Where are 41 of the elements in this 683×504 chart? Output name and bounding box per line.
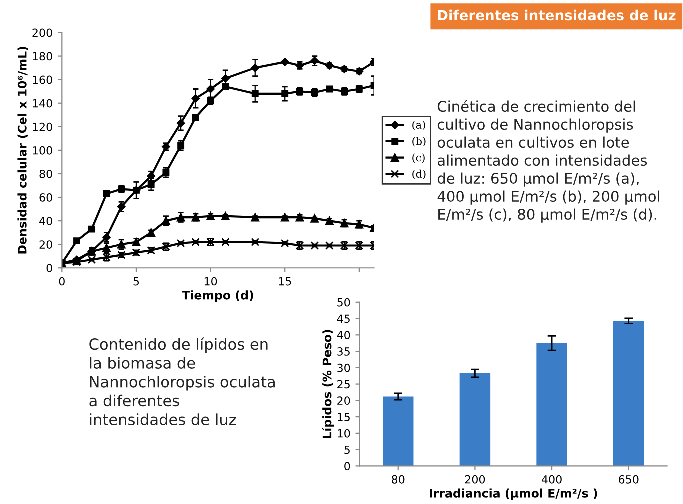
text: Diferentes intensidades de luz: [438, 10, 676, 21]
y-tick-label: 10: [338, 429, 350, 438]
y-tick-label: 30: [338, 364, 350, 372]
y-tick-label: 100: [33, 146, 52, 155]
x-tick-label: 10: [204, 277, 218, 286]
y-tick-label: 200: [32, 28, 52, 38]
legend-label: (d): [412, 170, 426, 180]
x-tick-label: 15: [279, 278, 292, 286]
y-tick-label: 80: [40, 170, 52, 178]
y-tick-label: 25: [338, 380, 350, 389]
y-tick-label: 140: [33, 99, 52, 108]
x-tick-label: 200: [465, 475, 486, 484]
x-tick-label: 400: [542, 475, 562, 484]
legend-label: (b): [412, 137, 426, 147]
y-tick-label: 40: [40, 217, 52, 226]
x-tick-label: 80: [392, 475, 405, 484]
y-tick-label: 180: [33, 52, 52, 61]
y-tick-label: 60: [40, 193, 52, 202]
x-tick-label: 650: [619, 475, 639, 484]
y-tick-label: 120: [33, 122, 52, 132]
x-axis-title: Tiempo (d): [182, 290, 254, 302]
text: Contenido de lípidos en la biomasa de Nannochloropsis oculata a diferentes intensidades de luz: [90, 338, 275, 426]
x-tick-label: 0: [59, 277, 65, 286]
y-tick-label: 0: [344, 462, 350, 471]
y-tick-label: 5: [344, 446, 350, 454]
y-axis-title: Lípidos (% Peso): [322, 330, 334, 438]
legend-label: (a): [412, 120, 426, 130]
y-axis-title: Densidad celular (Cel x 10⁶/mL): [18, 47, 28, 254]
y-tick-label: 0: [46, 264, 52, 273]
y-tick-label: 20: [40, 240, 52, 249]
y-tick-label: 20: [338, 396, 350, 406]
y-tick-label: 45: [337, 314, 350, 324]
y-tick-label: 40: [337, 331, 350, 340]
y-tick-label: 35: [338, 348, 350, 356]
y-tick-label: 50: [338, 298, 350, 307]
text: Cinética de crecimiento del cultivo de Nannochloropsis oculata en cultivos en lote alimentado con intensidades de luz: 650 µmol E/m²/s (a), 400 µmol E/m²/s (b), 200 µmol E/m²/s (c), 80 µmol E/m²/s (d).: [438, 100, 660, 223]
legend-label: (c): [412, 154, 425, 164]
x-axis-title: Irradiancia (µmol E/m²/s ): [430, 488, 598, 500]
x-tick-label: 5: [134, 278, 140, 286]
y-tick-label: 15: [338, 413, 350, 422]
y-tick-label: 160: [33, 76, 52, 84]
